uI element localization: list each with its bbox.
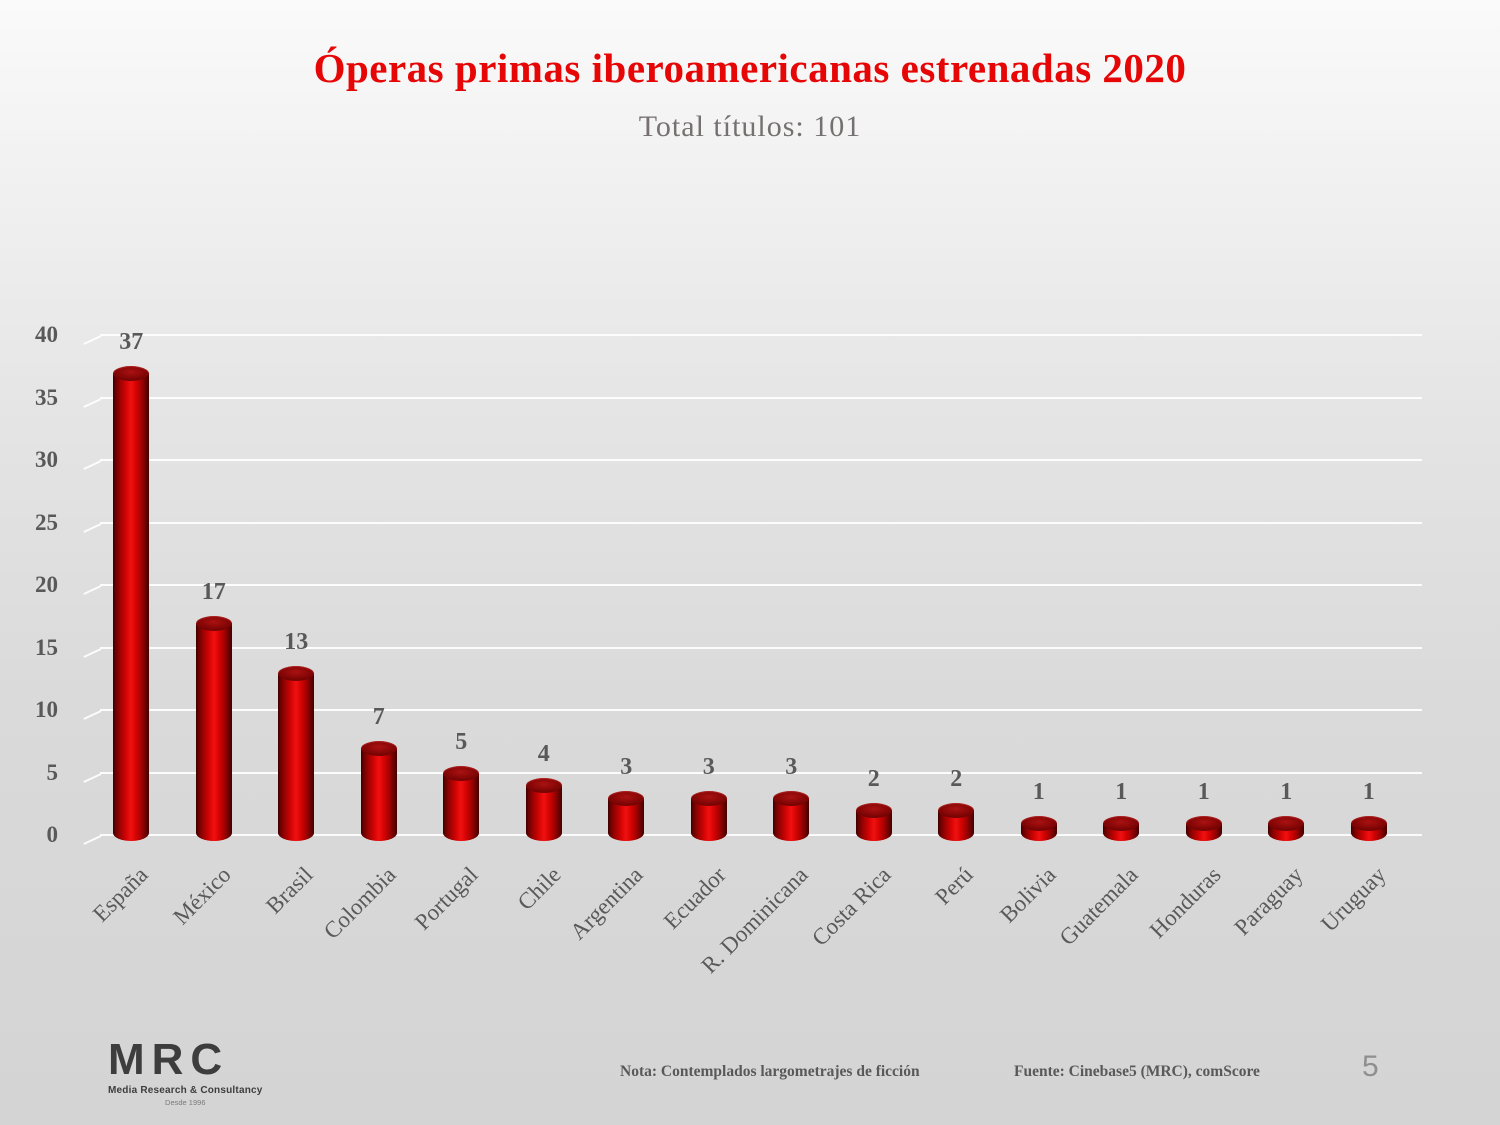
gridline xyxy=(100,396,1422,399)
bar-value-label: 17 xyxy=(201,578,226,605)
bar-value-label: 1 xyxy=(1362,778,1375,805)
bar-top-ellipse xyxy=(938,803,975,818)
y-axis-tick-label: 15 xyxy=(35,634,58,660)
y-axis-tick-label: 25 xyxy=(35,509,58,535)
bar-value-label: 4 xyxy=(537,741,550,767)
gridline xyxy=(100,584,1422,586)
gridline xyxy=(100,334,1422,336)
bar-top-ellipse xyxy=(278,665,315,681)
y-axis-tick-label: 5 xyxy=(46,759,59,785)
bar-top-ellipse xyxy=(1185,815,1222,831)
bar xyxy=(690,790,727,841)
bar xyxy=(938,803,975,841)
bar xyxy=(1268,815,1305,841)
bar-value-label: 13 xyxy=(284,628,309,655)
bar-top-ellipse xyxy=(113,365,150,381)
bar-top-ellipse xyxy=(525,778,562,793)
bar-value-label: 5 xyxy=(455,728,468,755)
y-axis-tick-label: 30 xyxy=(35,447,58,472)
bar-top-ellipse xyxy=(195,615,232,631)
bar xyxy=(1103,815,1140,841)
gridline xyxy=(100,709,1422,711)
chart-title: Óperas primas iberoamericanas estrenadas… xyxy=(313,45,1187,91)
bar xyxy=(1350,815,1387,841)
x-axis-labels: España México Brasil Colombia Portugal Chile A… xyxy=(88,335,1410,978)
mrc-logo: MRC Media Research & Consultancy Desde 1… xyxy=(108,1035,263,1108)
bar-top-ellipse xyxy=(360,740,397,756)
bar-top-ellipse xyxy=(608,790,645,806)
bar xyxy=(360,740,397,841)
bar xyxy=(278,665,315,841)
page-number: 5 xyxy=(1362,1050,1379,1083)
bar-value-label: 1 xyxy=(1115,778,1128,805)
bar-top-ellipse xyxy=(443,765,480,781)
y-axis-tick-label: 40 xyxy=(35,322,58,347)
bar-value-label: 3 xyxy=(620,753,633,780)
gridline xyxy=(100,646,1422,649)
bar-value-label: 7 xyxy=(372,703,385,730)
mrc-logo-text: MRC xyxy=(108,1035,230,1084)
gridlines-layer xyxy=(80,334,1425,836)
bar xyxy=(195,615,232,841)
bar-value-label: 1 xyxy=(1032,778,1045,805)
y-axis-tick-label: 10 xyxy=(35,697,58,722)
source-note: Fuente: Cinebase5 (MRC), comScore xyxy=(1014,1063,1260,1080)
y-axis-labels: 0 5 10 15 20 25 30 35 40 xyxy=(0,322,72,847)
gridline xyxy=(100,834,1422,836)
bar-value-label: 2 xyxy=(867,766,880,792)
bars-layer: 37 17 13 7 5 4 3 3 3 2 2 1 1 1 1 1 xyxy=(90,329,1410,841)
gridline xyxy=(100,459,1422,461)
bar xyxy=(443,765,480,841)
bar-top-ellipse xyxy=(1103,815,1140,831)
y-axis-tick-label: 20 xyxy=(35,572,58,597)
bar-top-ellipse xyxy=(1268,815,1305,831)
bar-top-ellipse xyxy=(690,790,727,806)
bar-value-label: 3 xyxy=(785,753,798,780)
bar xyxy=(608,790,645,841)
bar-value-label: 1 xyxy=(1280,778,1293,805)
mrc-logo-since: Desde 1996 xyxy=(165,1098,206,1107)
y-axis-tick-label: 35 xyxy=(35,384,58,410)
bar xyxy=(1185,815,1222,841)
y-axis-tick-label: 0 xyxy=(46,822,59,847)
gridline xyxy=(100,771,1422,774)
bar xyxy=(1020,815,1057,841)
bar xyxy=(525,778,562,841)
gridline xyxy=(100,521,1422,524)
bar-top-ellipse xyxy=(1350,815,1387,831)
plot-area: 0 5 10 15 20 25 30 35 40 37 17 13 7 5 4 3 3 3 2 2 1 1 1 1 1 Esp… xyxy=(35,322,1425,978)
bar-value-label: 1 xyxy=(1197,778,1210,805)
bar-top-ellipse xyxy=(855,803,892,818)
bar-top-ellipse xyxy=(773,790,810,806)
bar xyxy=(773,790,810,841)
mrc-logo-tagline: Media Research & Consultancy xyxy=(108,1085,263,1096)
bar-top-ellipse xyxy=(1020,815,1057,831)
bar xyxy=(855,803,892,841)
footnote: Nota: Contemplados largometrajes de ficc… xyxy=(620,1063,920,1080)
bar-value-label: 3 xyxy=(702,753,715,780)
chart-subtitle: Total títulos: 101 xyxy=(638,110,862,143)
bar xyxy=(113,365,150,841)
bar-value-label: 37 xyxy=(119,328,144,355)
bar-value-label: 2 xyxy=(950,766,963,792)
